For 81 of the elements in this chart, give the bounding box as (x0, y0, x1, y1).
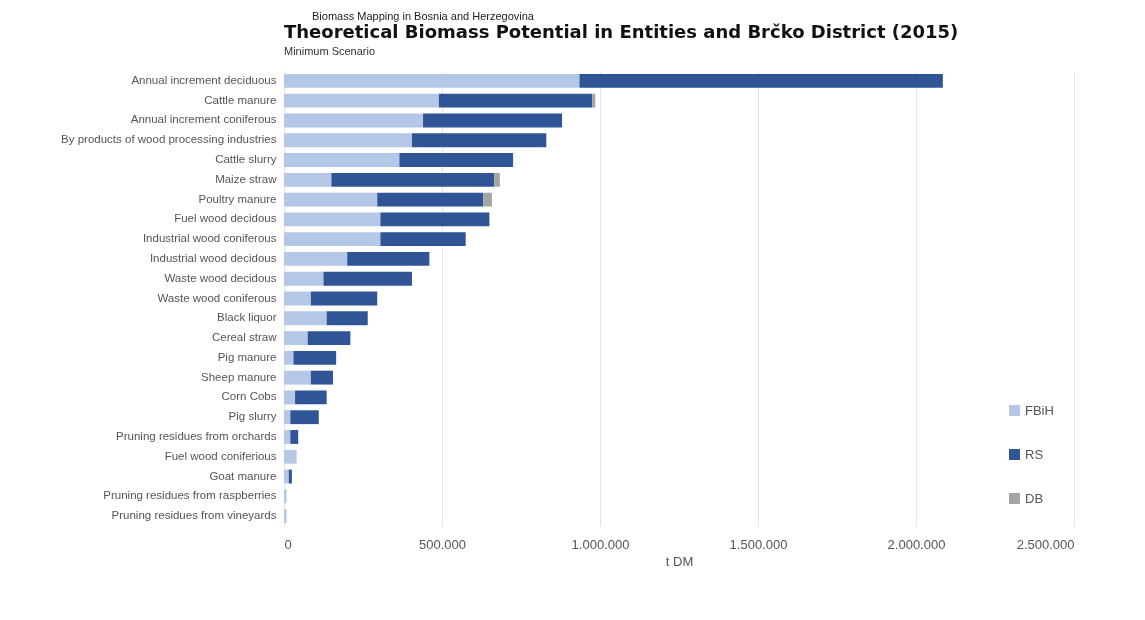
bar (399, 153, 514, 167)
bar (347, 252, 430, 266)
y-tick-label: Sheep manure (201, 370, 277, 383)
y-tick-label: Fuel wood decidous (174, 212, 277, 225)
bar (284, 93, 439, 108)
y-tick-label: Cereal straw (211, 331, 278, 344)
y-tick-label: Fuel wood coniferious (164, 449, 277, 462)
bar (284, 192, 378, 207)
y-tick-label: Annual increment deciduous (131, 73, 277, 86)
bar (438, 93, 593, 108)
x-axis-title: t DM (665, 553, 694, 569)
bar (284, 271, 324, 286)
bar (494, 172, 500, 187)
bar (284, 212, 381, 227)
y-tick-label: Corn Cobs (221, 390, 277, 403)
bar (284, 311, 327, 326)
bar (323, 271, 412, 286)
bar (331, 172, 495, 187)
y-tick-label: Cattle slurry (215, 153, 277, 166)
y-tick-label: Pruning residues from orchards (116, 429, 277, 442)
x-tick-label: 2.000.000 (887, 536, 946, 552)
bar (411, 133, 547, 148)
y-tick-label: Black liquor (217, 311, 277, 324)
bar (579, 73, 943, 88)
bar (284, 153, 400, 167)
bar (310, 291, 378, 306)
y-tick-label: Industrial wood coniferous (142, 232, 277, 245)
bar (284, 350, 294, 365)
x-tick-label: 1.500.000 (729, 536, 788, 552)
chart-title: Theoretical Biomass Potential in Entities and Brčko District (2015) (284, 21, 959, 42)
bar (284, 133, 412, 148)
bar (423, 113, 563, 128)
bar (284, 73, 580, 88)
bar (284, 509, 287, 524)
bar (295, 390, 327, 405)
bar (307, 331, 351, 345)
x-tick-label: 500.000 (419, 536, 466, 552)
y-tick-label: Pruning residues from vineyards (111, 509, 277, 522)
bar (326, 311, 368, 326)
y-tick-label: Pruning residues from raspberries (103, 489, 277, 502)
y-tick-label: Poultry manure (198, 192, 277, 205)
bar (284, 252, 348, 266)
y-tick-label: Pig slurry (228, 410, 277, 423)
bar (284, 370, 311, 385)
bar (284, 489, 287, 504)
chart-subtitle: Minimum Scenario (284, 45, 376, 57)
bar (284, 232, 381, 247)
bar (483, 192, 492, 207)
y-tick-label: By products of wood processing industries (61, 133, 277, 146)
bar (592, 93, 596, 108)
bar (284, 410, 291, 425)
bar (284, 390, 296, 405)
y-tick-label: Maize straw (215, 172, 278, 185)
bar (290, 410, 319, 425)
y-tick-label: Waste wood decidous (164, 271, 277, 284)
x-tick-label: 1.000.000 (571, 536, 630, 552)
bar (293, 350, 337, 365)
y-tick-label: Industrial wood decidous (149, 251, 277, 264)
legend-label: RS (1025, 446, 1044, 462)
y-tick-label: Cattle manure (204, 93, 277, 106)
bar (310, 370, 333, 385)
bar (377, 192, 484, 207)
y-tick-label: Pig manure (217, 350, 277, 363)
bar (284, 430, 291, 444)
legend-label: DB (1025, 490, 1044, 506)
bar (284, 172, 332, 187)
bar (380, 212, 490, 227)
bar (284, 291, 311, 306)
legend-label: FBiH (1025, 402, 1054, 418)
bar (380, 232, 466, 247)
y-tick-label: Goat manure (209, 469, 277, 482)
bar (284, 469, 289, 484)
bar (290, 430, 299, 444)
bar (284, 449, 297, 464)
x-tick-label: 2.500.000 (1016, 536, 1075, 552)
y-tick-label: Annual increment coniferous (130, 113, 277, 126)
text: Biomass Mapping in Bosnia and Herzegovina (312, 10, 534, 22)
x-tick-label: 0 (284, 536, 292, 552)
bar (284, 331, 308, 345)
y-tick-label: Waste wood coniferous (157, 291, 277, 304)
bar (284, 113, 424, 128)
